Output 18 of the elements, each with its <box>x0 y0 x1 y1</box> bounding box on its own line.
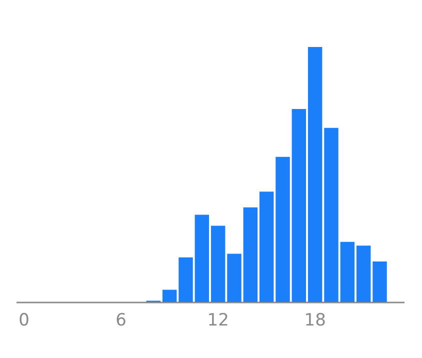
bar <box>194 214 210 302</box>
x-tick-label: 0 <box>18 310 30 330</box>
x-tick-label: 6 <box>116 310 126 330</box>
bar <box>356 246 371 302</box>
bar <box>243 207 258 302</box>
bar <box>372 261 387 302</box>
bar <box>324 128 338 302</box>
bar <box>227 254 242 302</box>
bar <box>259 192 274 302</box>
x-tick-label: 18 <box>304 310 326 330</box>
bar <box>162 290 177 302</box>
bar <box>308 47 322 302</box>
bar <box>178 257 193 302</box>
bar <box>276 156 290 302</box>
bar <box>340 242 355 302</box>
bar <box>292 108 306 302</box>
x-tick-label: 12 <box>207 310 229 330</box>
bar <box>210 226 226 302</box>
